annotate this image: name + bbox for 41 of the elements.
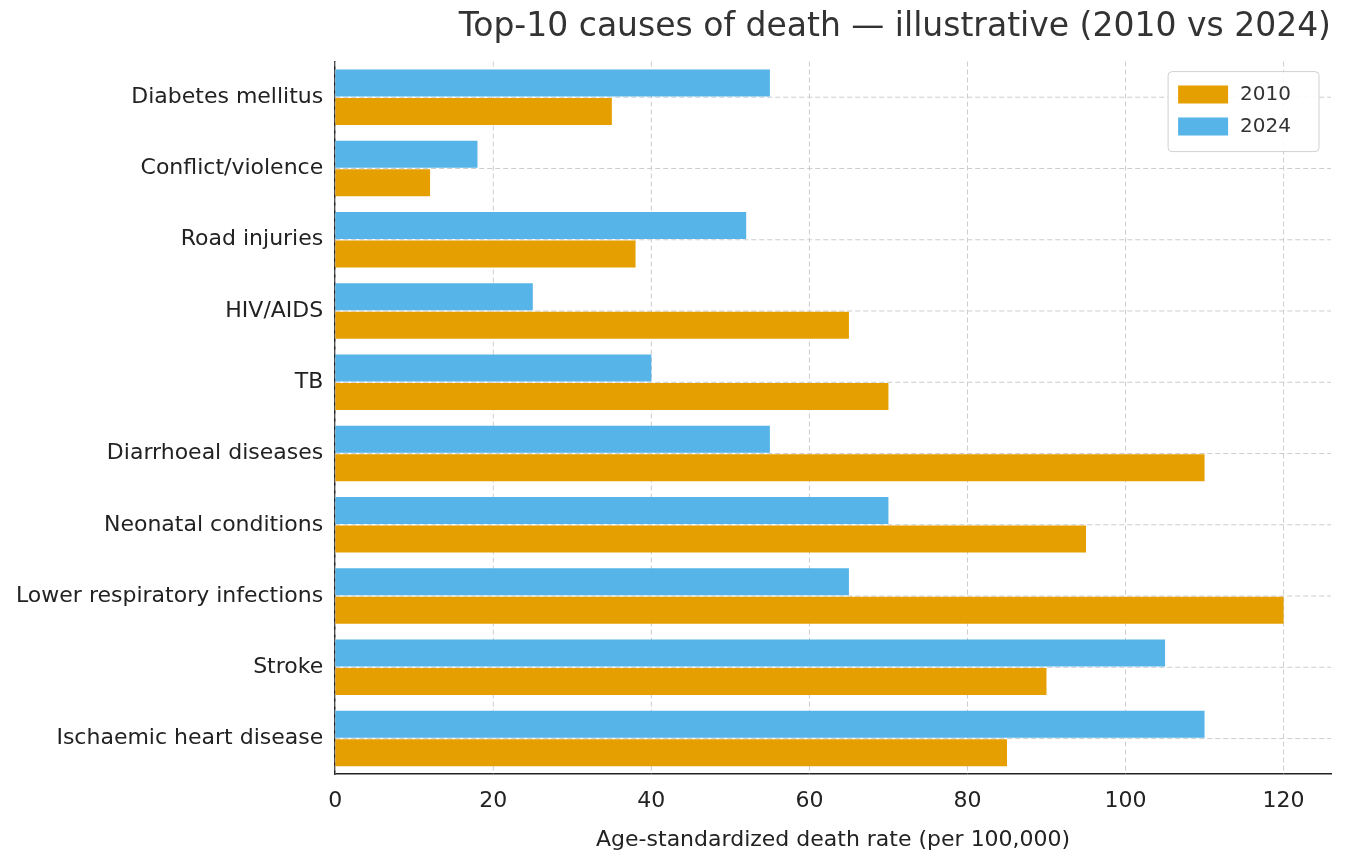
bar xyxy=(335,525,1087,553)
bar xyxy=(335,354,652,382)
x-tick-label: 60 xyxy=(795,787,824,813)
x-tick-label: 100 xyxy=(1104,787,1147,813)
bar xyxy=(335,639,1166,667)
bar xyxy=(335,169,431,197)
x-tick-label: 20 xyxy=(479,787,508,813)
bar xyxy=(335,668,1047,696)
bar xyxy=(335,710,1205,738)
y-tick-label: Diarrhoeal diseases xyxy=(106,439,324,465)
bar xyxy=(335,425,770,453)
legend-label: 2024 xyxy=(1240,112,1292,137)
chart-title: Top-10 causes of death — illustrative (2010 vs 2024) xyxy=(457,5,1331,45)
x-tick-label: 80 xyxy=(953,787,982,813)
bar xyxy=(335,140,478,168)
bar xyxy=(335,283,533,311)
y-tick-label: Stroke xyxy=(253,653,324,679)
y-tick-label: Diabetes mellitus xyxy=(131,82,324,108)
y-tick-label: Road injuries xyxy=(180,225,324,251)
bar xyxy=(335,497,889,525)
legend-label: 2010 xyxy=(1240,80,1292,105)
x-axis-title: Age-standardized death rate (per 100,000) xyxy=(596,825,1071,851)
y-tick-label: Conflict/violence xyxy=(140,154,324,180)
y-tick-label: Lower respiratory infections xyxy=(15,581,324,607)
bar xyxy=(335,739,1007,767)
bar xyxy=(335,211,747,240)
bar xyxy=(335,97,612,126)
x-tick-label: 0 xyxy=(328,787,343,813)
y-tick-label: Ischaemic heart disease xyxy=(56,724,324,750)
bar xyxy=(335,69,770,97)
bar xyxy=(335,311,849,339)
bar xyxy=(335,454,1205,482)
y-tick-label: TB xyxy=(293,367,324,393)
bar xyxy=(335,568,849,596)
bar xyxy=(335,240,636,268)
y-tick-label: HIV/AIDS xyxy=(225,296,324,322)
x-tick-label: 40 xyxy=(637,787,666,813)
bar xyxy=(335,596,1284,624)
bar xyxy=(335,382,889,411)
x-tick-label: 120 xyxy=(1262,787,1305,813)
y-tick-label: Neonatal conditions xyxy=(103,510,324,536)
